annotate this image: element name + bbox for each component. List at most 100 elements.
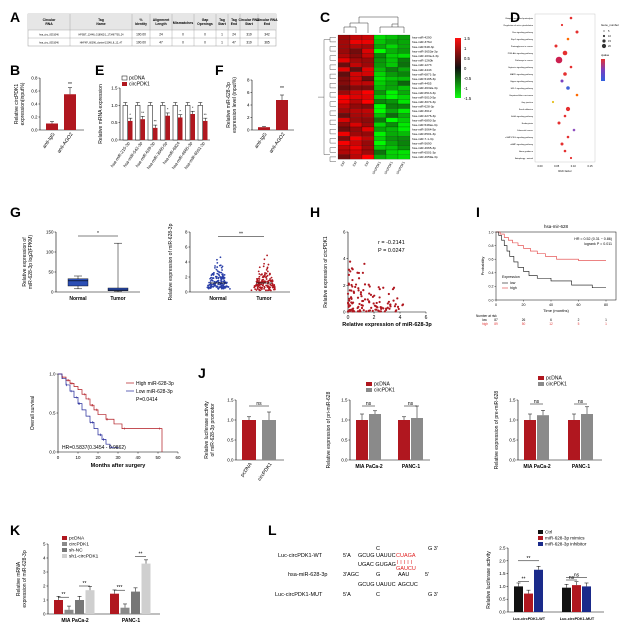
table-header-cell: Mismatches	[173, 21, 194, 25]
panel-h-scatter-point	[363, 262, 366, 265]
panel-l-wt-5prime: 5'A	[343, 553, 351, 559]
panel-letter-b: B	[10, 62, 20, 78]
heatmap-cell	[385, 62, 399, 68]
panel-g-scatter-point	[215, 281, 217, 284]
panel-j3-legend-swatch-pcdna	[538, 376, 544, 380]
panel-h-scatter-point	[368, 309, 372, 312]
panel-l-bar-category-label: Luc-circPDK1-WT	[513, 617, 546, 621]
table-cell: 100.00	[136, 41, 146, 45]
panel-k-y-label: expression of miR-628-3p	[22, 550, 28, 607]
bubble-x-tick: 0.15	[587, 164, 593, 168]
bubble-point	[566, 135, 570, 139]
panel-k-y-tick-label: 4	[43, 556, 46, 561]
heatmap-cell	[361, 67, 375, 72]
panel-j3-sig-label: ns	[534, 399, 540, 405]
panel-h-scatter-point	[378, 296, 381, 299]
panel-e-y-tick-label: 0.5	[111, 120, 118, 125]
heatmap-cell	[373, 67, 387, 72]
heatmap-cell	[397, 140, 411, 146]
panel-km-y-label: Overall survival	[30, 396, 36, 430]
panel-j1-y-tick-label: 0.5	[227, 438, 234, 443]
panel-j1-category-label: circPDK1	[257, 462, 274, 483]
panel-k-sig-label: **	[62, 592, 66, 598]
panel-g-box-y-tick-label: 50	[48, 270, 54, 275]
heatmap-cell	[385, 90, 399, 95]
heatmap-cell	[397, 149, 411, 155]
panel-j3-legend-circpdk1: circPDK1	[546, 382, 567, 388]
panel-g-scatter-point	[206, 286, 209, 289]
heatmap-cell	[397, 57, 411, 63]
bubble-size-label: 10	[608, 34, 611, 38]
panel-g-scatter-point	[258, 286, 261, 289]
panel-l-bar-legend-label: miR-628-3p inhibitor	[545, 542, 587, 547]
panel-g-scatter-point	[271, 282, 274, 285]
panel-d-bubble-chart: Ubiquitin mediated proteolysis Regulation…	[504, 13, 619, 173]
panel-g-scatter-point	[212, 272, 215, 275]
heatmap-cell	[337, 34, 351, 40]
heatmap-gene-label: hsa-miR-5010-5p	[412, 95, 436, 99]
heatmap-scale-tick: 1	[464, 46, 467, 51]
panel-i-x-tick-label: 80	[604, 303, 608, 307]
panel-f-bar	[258, 127, 270, 130]
panel-g-scatter-point	[210, 279, 213, 281]
bubble-point	[560, 79, 564, 83]
panel-g-scatter-point	[217, 279, 220, 282]
bubble-point	[563, 114, 567, 118]
panel-k-sig-label: ***	[117, 585, 123, 591]
panel-l-bar-y-tick-label: 1.5	[499, 571, 506, 576]
panel-j1-y-tick-label: 1.0	[227, 418, 234, 423]
heatmap-cell	[337, 154, 351, 160]
panel-h-scatter-point	[396, 305, 400, 308]
bubble-pathway-label: Colorectal cancer	[517, 129, 533, 132]
panel-g-scatter-point	[263, 262, 265, 265]
panel-b-y-tick-label: 0.8	[31, 76, 38, 81]
panel-l-wt-sequence: GCUG UAUUC	[358, 553, 396, 559]
heatmap-cell	[349, 57, 363, 63]
panel-l-bar-bar	[572, 585, 581, 612]
panel-i-curve-high	[496, 231, 606, 261]
panel-e-bar-circpdk1	[140, 119, 145, 140]
heatmap-cell	[373, 108, 387, 114]
table-cell: 1	[221, 41, 223, 45]
heatmap-cell	[361, 131, 375, 137]
panel-j2-category-label: PANC-1	[402, 464, 420, 470]
heatmap-cell	[349, 71, 363, 77]
heatmap-cell	[349, 122, 363, 128]
panel-g-scatter-point	[215, 286, 218, 288]
heatmap-cell	[397, 131, 411, 137]
bubble-pathway-label: ErbB signaling pathway	[511, 115, 534, 118]
panel-i-y-tick-label: 0.2	[489, 285, 494, 289]
panel-l-mut-label: Luc-circPDK1-MUT	[275, 592, 323, 598]
heatmap-gene-label: hsa-miR-4659a-3p	[412, 155, 438, 159]
panel-h-scatter-point	[350, 297, 353, 301]
heatmap-cell	[337, 126, 351, 132]
heatmap-cell	[373, 53, 387, 59]
panel-h-scatter-point	[389, 303, 392, 306]
panel-km-y-tick-label: 0.0	[49, 450, 56, 455]
heatmap-cell	[397, 99, 411, 105]
panel-g-scatter-point	[266, 254, 269, 257]
panel-j3-y-tick-label: 0.5	[509, 438, 516, 443]
panel-l-mir-aau: AAU	[398, 572, 409, 578]
bubble-size-key	[602, 34, 606, 38]
panel-k-bar	[85, 590, 95, 614]
bubble-point	[569, 156, 573, 160]
panel-g-scatter-point	[210, 276, 213, 279]
heatmap-cell	[373, 113, 387, 118]
panel-e-bar-pcdna	[172, 105, 178, 141]
panel-l-bar-legend-label: Ctrl	[545, 530, 552, 535]
heatmap-cell	[361, 48, 375, 54]
heatmap-cell	[361, 108, 375, 114]
panel-i-risk-title: Number at risk	[476, 314, 497, 318]
panel-i-frame	[495, 231, 617, 301]
heatmap-cell	[373, 57, 387, 63]
panel-l-bar-legend-label: miR-628-3p mimics	[545, 536, 585, 541]
bubble-size-key	[601, 43, 607, 49]
panel-i-risk-low: 87	[494, 318, 498, 322]
panel-g-scatter-point	[216, 270, 219, 272]
heatmap-cell	[361, 44, 375, 49]
heatmap-cell	[361, 94, 375, 100]
heatmap-cell	[385, 39, 399, 45]
